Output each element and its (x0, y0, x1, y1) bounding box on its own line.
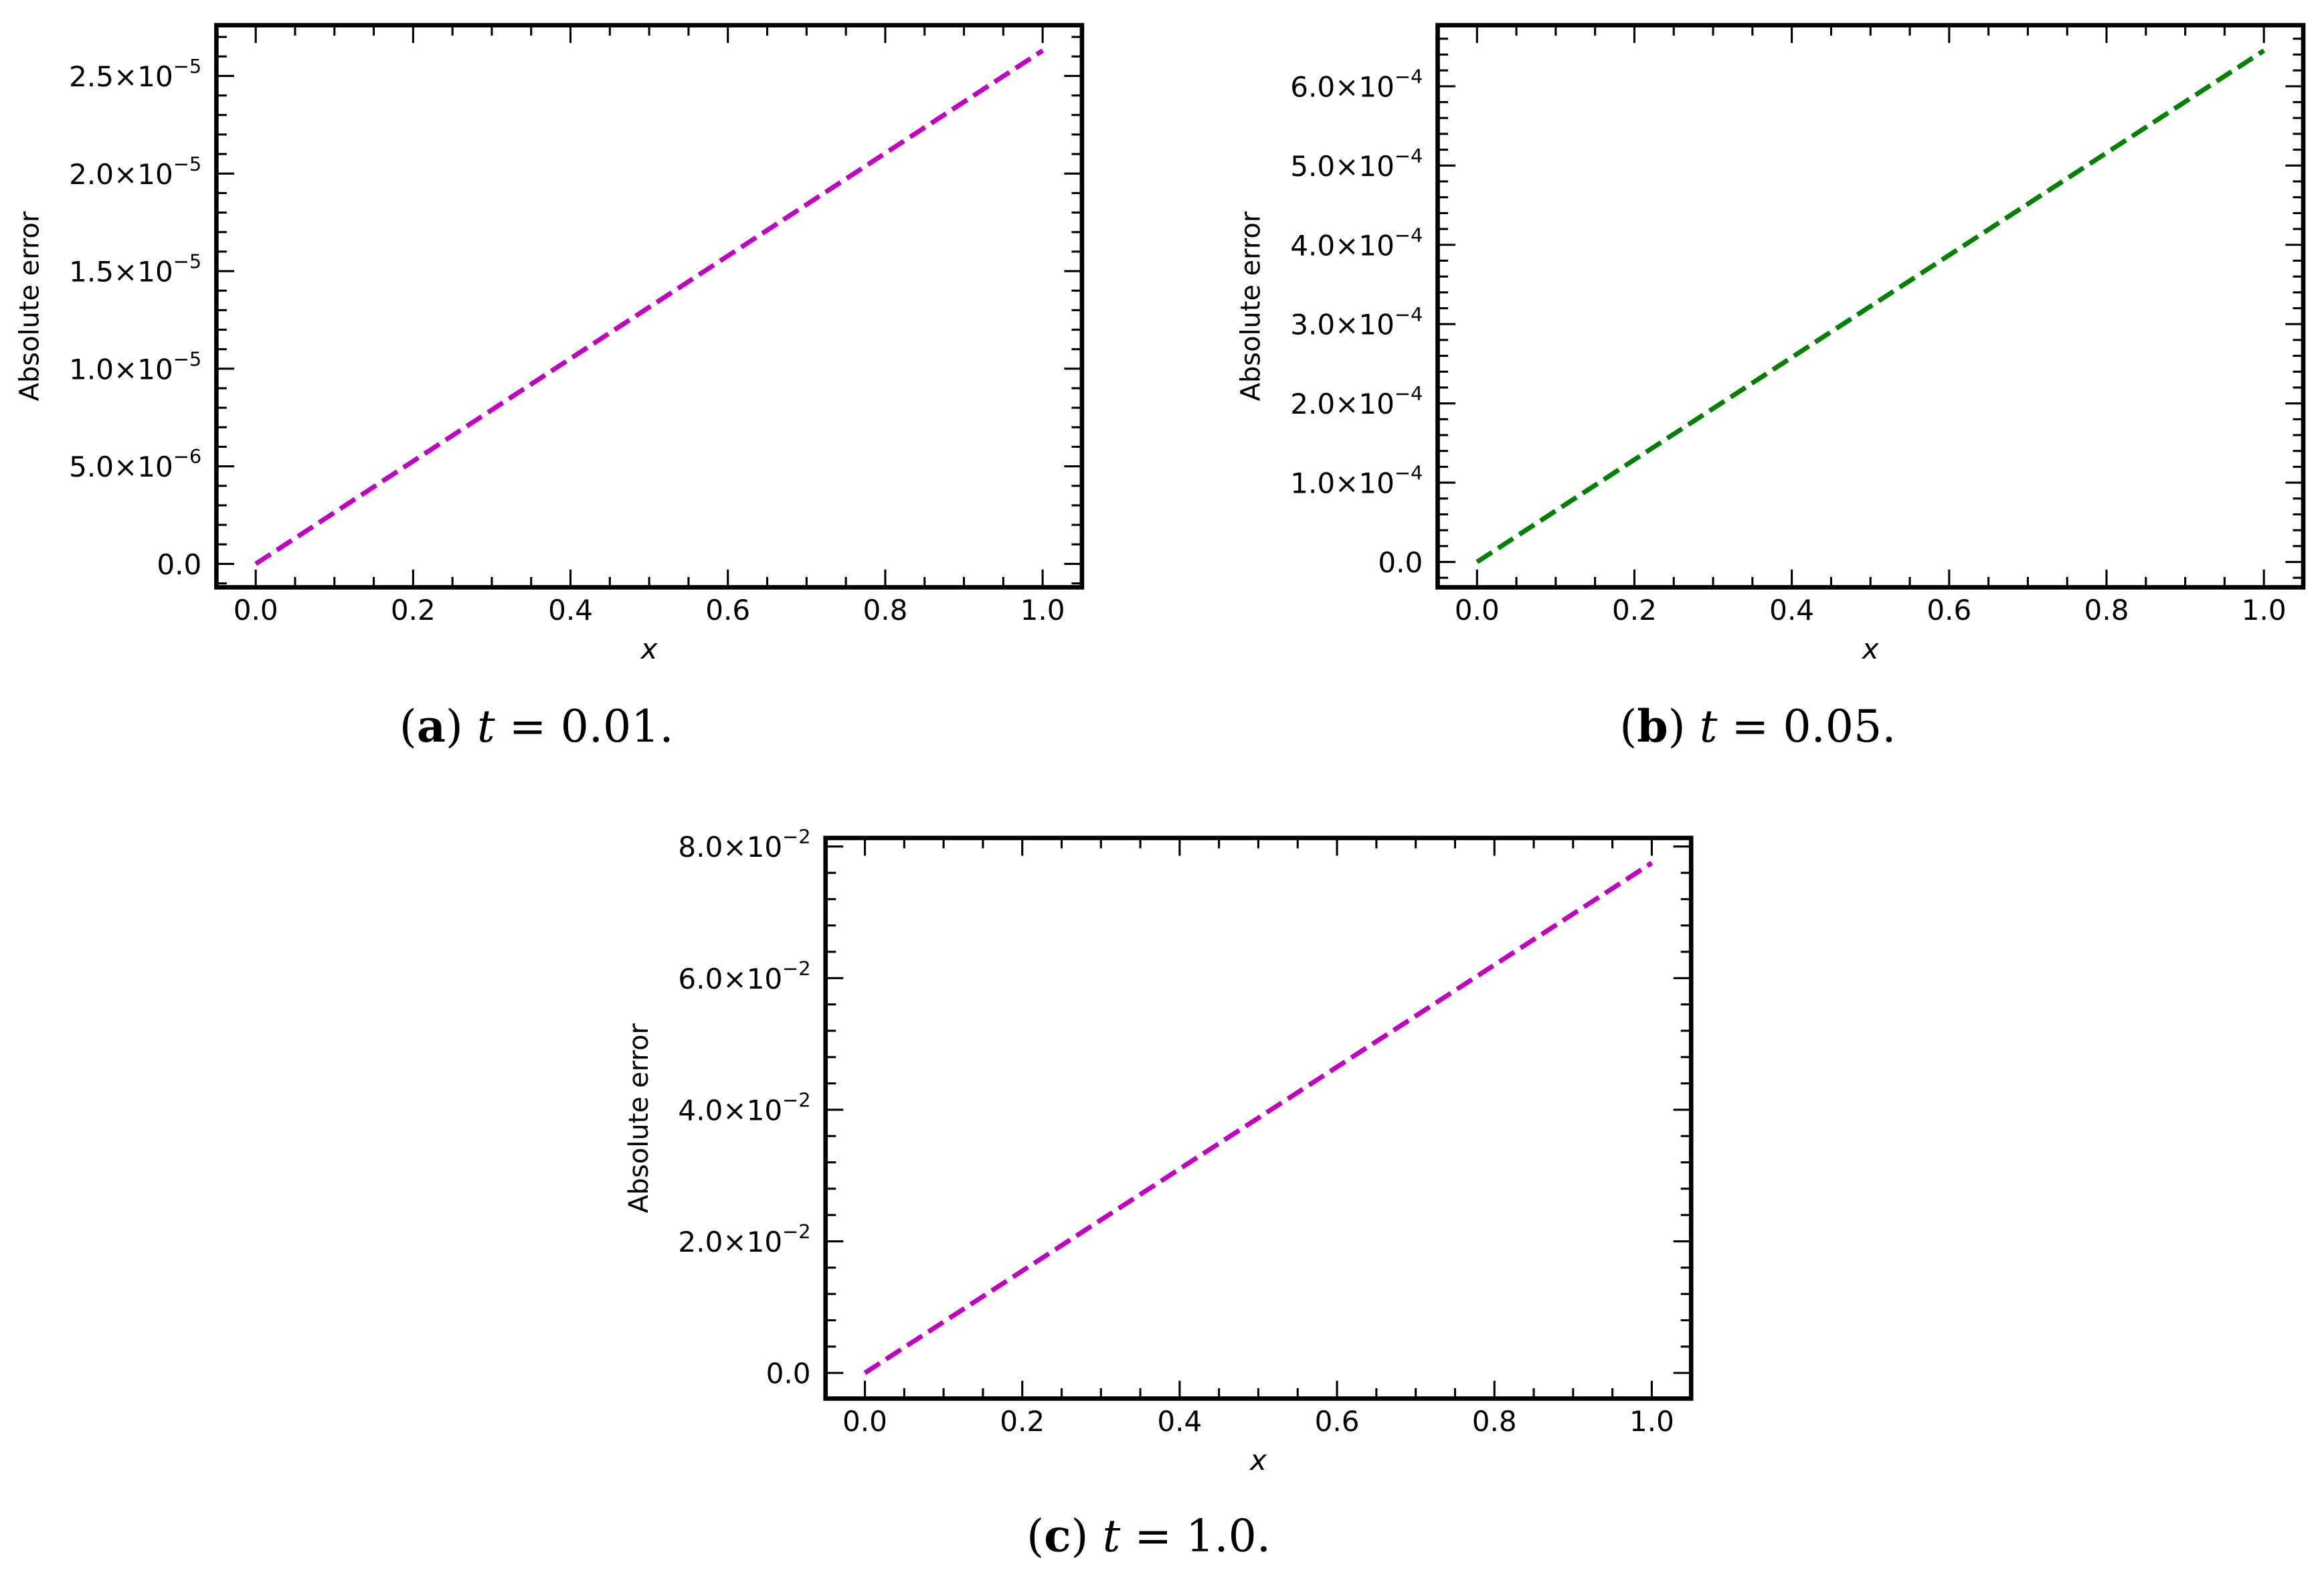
panel-b: 0.0 0.2 0.4 0.6 0.8 1.0 0.0 1.0×10−4 2.0×10−4 3.0… (1236, 23, 2306, 752)
panel-caption: (a) t = 0.01. (399, 700, 674, 752)
y-tick-label: 1.5×10−5 (69, 250, 201, 288)
x-tick-label: 0.0 (234, 594, 278, 627)
error-line (863, 861, 1653, 1376)
y-tick-label: 4.0×10−2 (678, 1088, 810, 1127)
y-tick-label: 5.0×10−6 (69, 445, 201, 483)
panel-caption: (c) t = 1.0. (1026, 1510, 1271, 1562)
x-tick-label: 0.6 (1315, 1405, 1360, 1438)
y-axis-title: Absolute error (1236, 211, 1267, 401)
x-tick-label: 1.0 (2242, 594, 2287, 627)
error-line (254, 48, 1045, 566)
x-tick-label: 0.2 (1000, 1405, 1045, 1438)
y-tick-label: 0.0 (766, 1357, 811, 1390)
y-tick-label: 2.0×10−4 (1290, 382, 1423, 420)
panel-a: 0.0 0.2 0.4 0.6 0.8 1.0 0.0 5.0×10−6 1.0×10−5 1.5… (15, 23, 1085, 752)
y-tick-label: 0.0 (157, 548, 201, 581)
x-tick-label: 0.4 (1157, 1405, 1202, 1438)
x-tick-label: 0.4 (548, 594, 593, 627)
x-tick-label: 0.8 (863, 594, 907, 627)
error-line (1476, 48, 2266, 564)
x-tick-label: 0.8 (1472, 1405, 1517, 1438)
y-tick-label: 5.0×10−4 (1290, 145, 1423, 183)
y-tick-label: 1.0×10−5 (69, 347, 201, 386)
x-tick-label: 0.0 (1455, 594, 1500, 627)
x-tick-label: 0.2 (1612, 594, 1657, 627)
y-tick-label: 2.0×10−5 (69, 153, 201, 191)
y-tick-label: 8.0×10−2 (678, 825, 810, 863)
x-tick-label: 0.8 (2084, 594, 2129, 627)
y-tick-label: 3.0×10−4 (1290, 303, 1423, 341)
x-tick-label: 0.0 (842, 1405, 887, 1438)
y-tick-label: 2.0×10−2 (678, 1220, 810, 1258)
panel-c: 0.0 0.2 0.4 0.6 0.8 1.0 0.0 2.0×10−2 4.0×10−2 6.0… (624, 825, 1694, 1562)
panel-caption: (b) t = 0.05. (1619, 700, 1896, 752)
x-tick-label: 0.6 (1927, 594, 1971, 627)
y-axis-title: Absolute error (624, 1023, 654, 1213)
y-axis-title: Absolute error (15, 211, 46, 401)
y-tick-label: 0.0 (1378, 546, 1423, 579)
x-tick-label: 1.0 (1629, 1405, 1674, 1438)
x-axis-title: x (1861, 633, 1880, 665)
y-tick-label: 6.0×10−4 (1290, 65, 1423, 103)
x-axis-title: x (1249, 1444, 1267, 1477)
y-tick-label: 2.5×10−5 (69, 55, 201, 93)
x-axis-title: x (640, 633, 658, 665)
axes-frame (1435, 23, 2306, 590)
axes-frame (214, 23, 1085, 590)
x-tick-label: 0.6 (705, 594, 750, 627)
x-tick-label: 1.0 (1020, 594, 1065, 627)
y-tick-label: 4.0×10−4 (1290, 224, 1423, 262)
y-tick-label: 1.0×10−4 (1290, 462, 1423, 500)
axes-frame (823, 835, 1694, 1401)
x-tick-label: 0.2 (391, 594, 436, 627)
x-tick-label: 0.4 (1769, 594, 1814, 627)
y-tick-label: 6.0×10−2 (678, 957, 810, 995)
